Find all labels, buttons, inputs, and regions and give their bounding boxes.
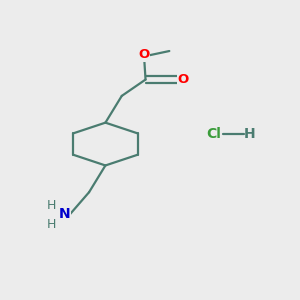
Text: H: H — [244, 127, 255, 141]
Text: Cl: Cl — [206, 127, 221, 141]
Text: O: O — [138, 48, 150, 62]
Text: O: O — [178, 73, 189, 86]
Text: H: H — [47, 199, 57, 212]
Text: N: N — [58, 208, 70, 221]
Text: H: H — [47, 218, 57, 230]
